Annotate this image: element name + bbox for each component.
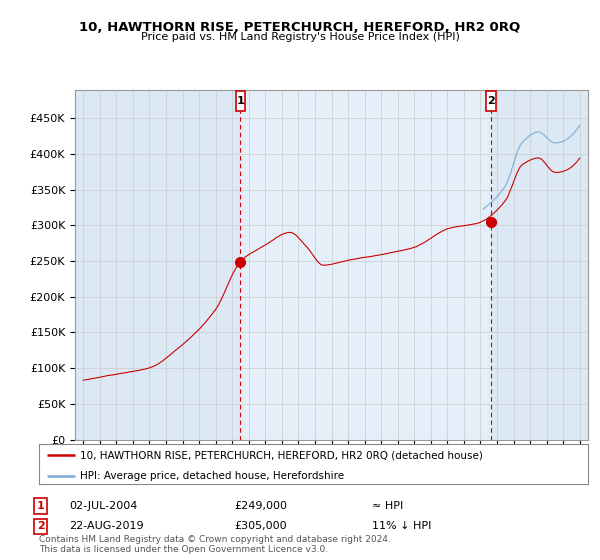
Text: 1: 1 [37,501,44,511]
Bar [486,91,496,111]
Text: 2: 2 [487,96,495,106]
Text: 11% ↓ HPI: 11% ↓ HPI [372,521,431,531]
Text: Contains HM Land Registry data © Crown copyright and database right 2024.
This d: Contains HM Land Registry data © Crown c… [39,535,391,554]
Text: HPI: Average price, detached house, Herefordshire: HPI: Average price, detached house, Here… [80,470,344,480]
Text: 1: 1 [236,96,244,106]
Text: 02-JUL-2004: 02-JUL-2004 [69,501,137,511]
Text: £305,000: £305,000 [234,521,287,531]
Text: 10, HAWTHORN RISE, PETERCHURCH, HEREFORD, HR2 0RQ: 10, HAWTHORN RISE, PETERCHURCH, HEREFORD… [79,21,521,34]
Bar [236,91,245,111]
Text: ≈ HPI: ≈ HPI [372,501,403,511]
Bar [241,90,491,440]
Text: 2: 2 [37,521,44,531]
Text: 10, HAWTHORN RISE, PETERCHURCH, HEREFORD, HR2 0RQ (detached house): 10, HAWTHORN RISE, PETERCHURCH, HEREFORD… [80,450,483,460]
Text: 22-AUG-2019: 22-AUG-2019 [69,521,143,531]
Text: £249,000: £249,000 [234,501,287,511]
Text: Price paid vs. HM Land Registry's House Price Index (HPI): Price paid vs. HM Land Registry's House … [140,32,460,43]
